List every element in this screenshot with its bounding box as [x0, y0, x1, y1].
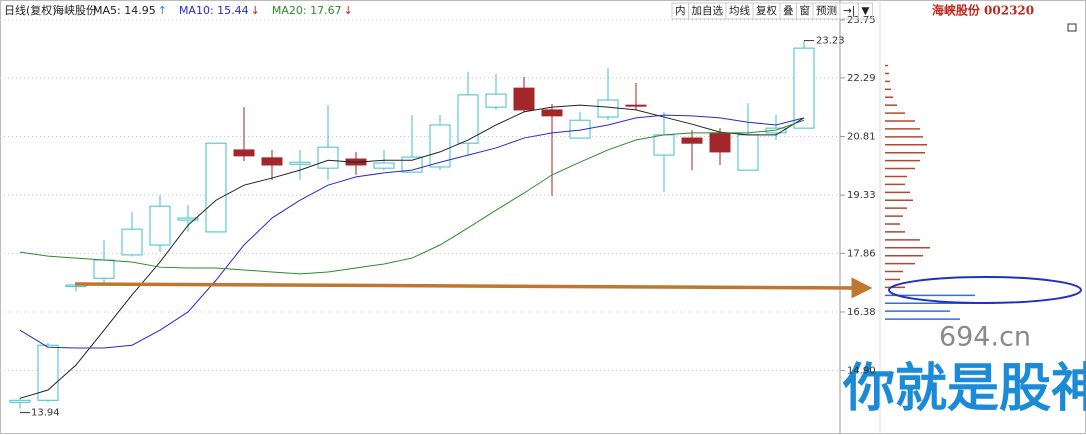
y-tick-label: 20.81 [847, 131, 876, 142]
toolbar-label[interactable]: 加自选 [692, 4, 724, 17]
toolbar-button[interactable]: ▼ [857, 2, 873, 20]
candle-body [233, 149, 255, 157]
candle-body [205, 142, 227, 233]
toolbar-button[interactable]: 预测 [812, 2, 841, 20]
y-tick-label: 22.29 [847, 73, 876, 84]
candle-body [177, 217, 199, 221]
toolbar-button[interactable]: 加自选 [688, 2, 727, 20]
candle-body [373, 162, 395, 169]
toolbar-label[interactable]: →| [843, 5, 855, 17]
y-tick-label: 17.86 [847, 248, 876, 259]
legend-entry: MA5: 14.95 [93, 4, 156, 17]
candle-body [9, 399, 31, 403]
toolbar-label[interactable]: 窗 [800, 4, 811, 17]
toolbar-box[interactable] [857, 2, 873, 20]
toolbar-label[interactable]: 均线 [729, 4, 750, 17]
max-label: 23.23 [816, 36, 845, 47]
candle-body [457, 94, 479, 144]
toolbar-label[interactable]: 预测 [816, 4, 837, 17]
watermark-slogan: 你就是股神 [842, 359, 1086, 419]
candle-body [681, 137, 703, 144]
toolbar-label[interactable]: 复权 [756, 4, 777, 17]
candle-body [597, 99, 619, 118]
legend-entry: MA20: 17.67 [272, 4, 342, 17]
candle-body [569, 119, 591, 139]
toolbar-label[interactable]: ▼ [861, 5, 870, 17]
candle-body [429, 124, 451, 168]
toolbar-button[interactable]: 均线 [725, 2, 754, 20]
legend-arrow: ↑ [158, 4, 167, 17]
candle-body [261, 157, 283, 166]
legend-arrow: ↓ [251, 4, 260, 17]
y-tick-label: 16.38 [847, 307, 876, 318]
candle-body [93, 259, 115, 279]
candle-body [317, 146, 339, 169]
candle-body [709, 132, 731, 153]
y-tick-label: 23.75 [847, 15, 876, 26]
period: 日线(复权) [4, 3, 57, 17]
ma-line [19, 114, 805, 349]
legend-entry: MA10: 15.44 [179, 4, 249, 17]
candle-body [653, 134, 675, 156]
watermark-site: 694.cn [939, 322, 1031, 353]
candle-body [625, 104, 647, 107]
candle-body [793, 47, 815, 129]
candle-body [485, 93, 507, 108]
toolbar-label[interactable]: 叠 [783, 5, 794, 17]
candle-body [289, 161, 311, 165]
y-tick-label: 14.90 [847, 366, 876, 377]
candle-body [541, 109, 563, 117]
candle-body [513, 87, 535, 111]
legend-arrow: ↓ [344, 4, 353, 17]
panel-icon[interactable] [1067, 23, 1077, 32]
candle-body [37, 344, 59, 401]
stock-name: 海峡股份 [53, 3, 97, 17]
candle-body [737, 134, 759, 171]
toolbar-label[interactable]: 内 [675, 4, 686, 17]
annotation-ellipse [888, 276, 1082, 304]
y-tick-label: 19.33 [847, 190, 876, 201]
annotation-arrow [74, 277, 873, 299]
candle-body [121, 228, 143, 256]
candle-body [149, 205, 171, 246]
min-label: 13.94 [31, 408, 60, 419]
panel-title: 海峡股份 002320 [932, 3, 1034, 18]
toolbar-button[interactable]: 复权 [752, 2, 781, 20]
ma-line [19, 119, 805, 275]
ma-line [19, 104, 805, 399]
